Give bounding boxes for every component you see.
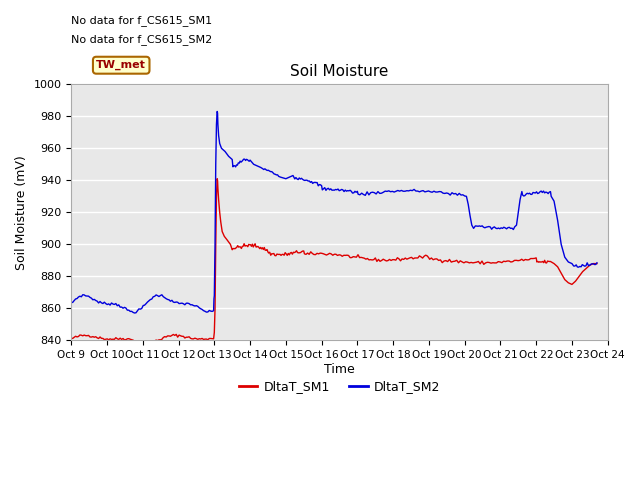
DltaT_SM2 — [213, 108, 221, 114]
DltaT_SM2 — [593, 260, 601, 266]
DltaT_SM1 — [321, 252, 329, 257]
X-axis label: Time: Time — [324, 363, 355, 376]
DltaT_SM1 — [272, 253, 280, 259]
Line: DltaT_SM2: DltaT_SM2 — [71, 111, 597, 313]
DltaT_SM1 — [138, 340, 145, 346]
DltaT_SM2 — [328, 187, 336, 193]
DltaT_SM2 — [463, 193, 470, 199]
DltaT_SM2 — [241, 156, 248, 162]
Line: DltaT_SM1: DltaT_SM1 — [71, 179, 597, 343]
DltaT_SM2 — [67, 300, 75, 305]
Title: Soil Moisture: Soil Moisture — [291, 64, 388, 79]
DltaT_SM1 — [213, 176, 221, 181]
DltaT_SM1 — [593, 261, 601, 266]
DltaT_SM1 — [209, 336, 216, 341]
Text: No data for f_CS615_SM1: No data for f_CS615_SM1 — [71, 15, 212, 26]
DltaT_SM1 — [237, 246, 245, 252]
DltaT_SM2 — [525, 191, 532, 197]
DltaT_SM2 — [131, 310, 138, 316]
Text: No data for f_CS615_SM2: No data for f_CS615_SM2 — [71, 35, 212, 45]
Y-axis label: Soil Moisture (mV): Soil Moisture (mV) — [15, 155, 28, 270]
Legend: DltaT_SM1, DltaT_SM2: DltaT_SM1, DltaT_SM2 — [234, 375, 445, 398]
DltaT_SM1 — [81, 332, 88, 338]
DltaT_SM1 — [67, 336, 75, 341]
DltaT_SM2 — [459, 192, 467, 198]
Text: TW_met: TW_met — [96, 60, 146, 71]
DltaT_SM1 — [216, 209, 223, 215]
DltaT_SM2 — [446, 192, 454, 198]
